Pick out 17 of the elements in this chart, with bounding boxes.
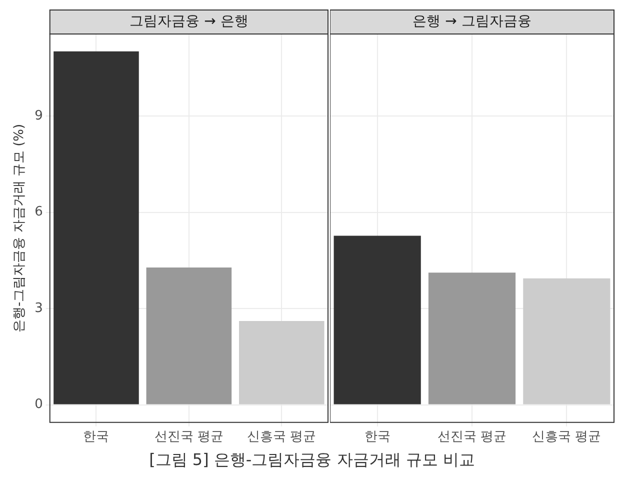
y-tick-label: 9 [34, 108, 43, 124]
x-tick-label: 한국 [83, 430, 110, 445]
x-tick-label: 선진국 평균 [437, 430, 507, 445]
text: [그림 5] 은행-그림자금융 자금거래 규모 비교 [148, 450, 476, 471]
bar [54, 51, 139, 404]
y-axis-title: 은행-그림자금융 자금거래 규모 (%) [12, 124, 28, 332]
x-tick-label: 신흥국 평균 [247, 430, 316, 445]
x-tick-label: 신흥국 평균 [532, 430, 602, 445]
chart-title: 그림자금융 → 은행 [130, 14, 248, 30]
x-tick-label: 선진국 평균 [154, 430, 224, 445]
x-tick-label: 한국 [364, 430, 390, 445]
y-tick-label: 3 [34, 300, 43, 316]
bar [239, 321, 324, 404]
y-tick-label: 6 [34, 204, 43, 220]
chart-title: 은행 → 그림자금융 [412, 14, 532, 30]
y-tick-label: 0 [34, 397, 43, 412]
bar [146, 267, 232, 404]
